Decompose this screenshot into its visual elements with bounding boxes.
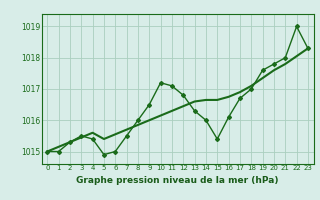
X-axis label: Graphe pression niveau de la mer (hPa): Graphe pression niveau de la mer (hPa) [76,176,279,185]
